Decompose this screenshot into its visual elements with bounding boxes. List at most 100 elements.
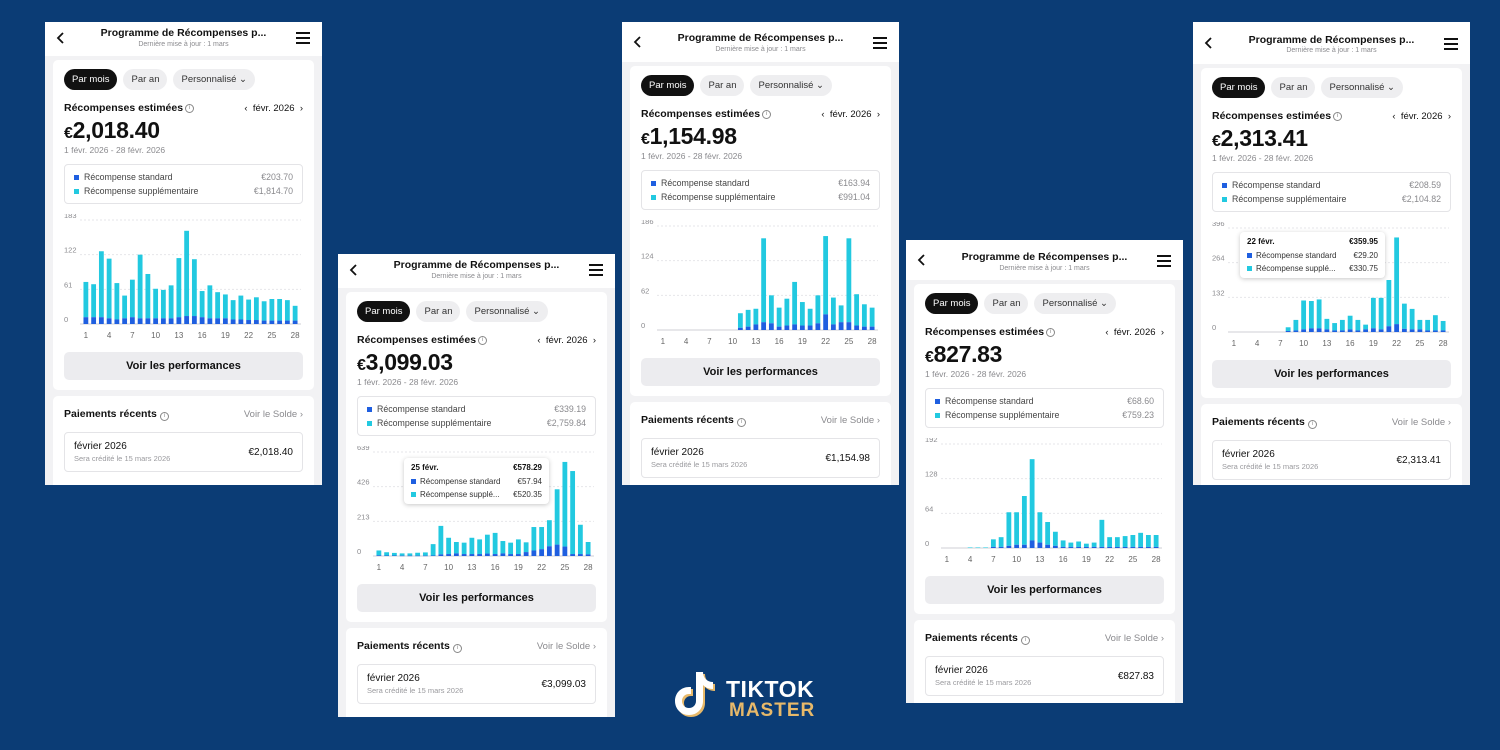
payment-item[interactable]: février 2026 Sera crédité le 15 mars 2026… — [64, 432, 303, 472]
back-arrow-icon[interactable] — [1203, 37, 1215, 49]
payment-item[interactable]: février 2026 Sera crédité le 15 mars 2026… — [1212, 440, 1451, 480]
bar-chart[interactable]: 0 64 128 192 1 4 7 10 13 16 19 22 25 28 — [925, 438, 1164, 566]
tab-par-an[interactable]: Par an — [416, 301, 461, 322]
month-selector[interactable]: ‹ févr. 2026 › — [1105, 327, 1164, 338]
bar-extra — [554, 489, 560, 545]
tab-par-an[interactable]: Par an — [984, 293, 1029, 314]
chevron-right-icon[interactable]: › — [1160, 326, 1164, 338]
rewards-chart[interactable]: 0 61 122 183 1 4 7 10 13 16 19 22 25 28 — [64, 214, 303, 342]
info-icon[interactable]: i — [159, 412, 169, 421]
rewards-amount: €2,018.40 — [64, 117, 303, 144]
menu-icon[interactable] — [296, 32, 310, 44]
back-arrow-icon[interactable] — [348, 264, 360, 276]
month-selector[interactable]: ‹ févr. 2026 › — [1392, 111, 1451, 122]
back-arrow-icon[interactable] — [55, 32, 67, 44]
bar-standard — [292, 320, 298, 324]
chevron-left-icon[interactable]: ‹ — [1105, 326, 1109, 338]
bar-standard — [737, 327, 743, 330]
bar-standard — [238, 319, 244, 324]
amount-value: 3,099.03 — [365, 349, 453, 375]
tab-par-an[interactable]: Par an — [700, 75, 745, 96]
info-icon[interactable]: i — [1020, 636, 1030, 645]
balance-link[interactable]: Voir le Solde › — [820, 415, 880, 426]
info-icon[interactable]: i — [452, 644, 462, 653]
menu-icon[interactable] — [1444, 38, 1458, 50]
month-selector[interactable]: ‹ févr. 2026 › — [821, 109, 880, 120]
chevron-right-icon[interactable]: › — [1447, 110, 1451, 122]
view-performance-button[interactable]: Voir les performances — [925, 576, 1164, 604]
tab-par-mois[interactable]: Par mois — [641, 75, 695, 96]
tab-par-mois[interactable]: Par mois — [357, 301, 411, 322]
app-header: Programme de Récompenses p... Dernière m… — [1193, 22, 1470, 64]
tab-personnalise[interactable]: Personnalisé ⌄ — [173, 69, 256, 90]
rewards-chart[interactable]: 0 132 264 396 1 4 7 10 13 16 19 22 25 28 22 févr. €359… — [1212, 222, 1451, 350]
rewards-chart[interactable]: 0 62 124 186 1 4 7 10 13 16 19 22 25 28 — [641, 220, 880, 348]
bar-standard — [1339, 330, 1345, 332]
chevron-right-icon[interactable]: › — [876, 108, 880, 120]
bar-chart[interactable]: 0 62 124 186 1 4 7 10 13 16 19 22 25 28 — [641, 220, 880, 348]
balance-link[interactable]: Voir le Solde › — [243, 409, 303, 420]
balance-link[interactable]: Voir le Solde › — [1391, 417, 1451, 428]
month-selector[interactable]: ‹ févr. 2026 › — [244, 103, 303, 114]
tab-personnalise[interactable]: Personnalisé ⌄ — [1321, 77, 1404, 98]
chevron-right-icon[interactable]: › — [592, 334, 596, 346]
info-icon[interactable]: i — [762, 109, 772, 119]
info-icon[interactable]: i — [478, 335, 488, 345]
payment-item[interactable]: février 2026 Sera crédité le 15 mars 2026… — [641, 438, 880, 478]
tab-personnalise[interactable]: Personnalisé ⌄ — [750, 75, 833, 96]
bar-standard — [438, 554, 444, 556]
chevron-left-icon[interactable]: ‹ — [821, 108, 825, 120]
bar-standard — [1293, 330, 1299, 332]
recent-payments: Paiements récents i Voir le Solde › févri… — [630, 402, 891, 485]
bar-standard — [500, 553, 506, 556]
balance-link[interactable]: Voir le Solde › — [1104, 633, 1164, 644]
bar-extra — [137, 254, 143, 319]
view-performance-button[interactable]: Voir les performances — [64, 352, 303, 380]
rewards-chart[interactable]: 0 64 128 192 1 4 7 10 13 16 19 22 25 28 — [925, 438, 1164, 566]
bar-extra — [407, 553, 413, 556]
view-performance-button[interactable]: Voir les performances — [1212, 360, 1451, 388]
bar-standard — [990, 546, 996, 548]
month-selector[interactable]: ‹ févr. 2026 › — [537, 335, 596, 346]
tab-par-an[interactable]: Par an — [1271, 77, 1316, 98]
rewards-label: Récompenses estimées — [641, 108, 761, 120]
tab-par-mois[interactable]: Par mois — [64, 69, 118, 90]
view-performance-button[interactable]: Voir les performances — [357, 584, 596, 612]
tab-par-mois[interactable]: Par mois — [1212, 77, 1266, 98]
payment-item[interactable]: février 2026 Sera crédité le 15 mars 2026… — [925, 656, 1164, 696]
tab-par-an[interactable]: Par an — [123, 69, 168, 90]
chevron-left-icon[interactable]: ‹ — [1392, 110, 1396, 122]
bar-extra — [1417, 319, 1423, 330]
menu-icon[interactable] — [873, 37, 887, 49]
info-icon[interactable]: i — [185, 103, 195, 113]
bar-chart[interactable]: 0 61 122 183 1 4 7 10 13 16 19 22 25 28 — [64, 214, 303, 342]
tab-par-mois[interactable]: Par mois — [925, 293, 979, 314]
bar-extra — [1324, 318, 1330, 330]
menu-icon[interactable] — [1157, 255, 1171, 267]
menu-icon[interactable] — [589, 264, 603, 276]
tab-personnalise[interactable]: Personnalisé ⌄ — [466, 301, 549, 322]
tab-personnalise[interactable]: Personnalisé ⌄ — [1034, 293, 1117, 314]
rewards-chart[interactable]: 0 213 426 639 1 4 7 10 13 16 19 22 25 28 25 févr. €578… — [357, 446, 596, 574]
info-icon[interactable]: i — [1333, 111, 1343, 121]
bar-extra — [1432, 315, 1438, 331]
bar-extra — [784, 298, 790, 326]
x-tick-label: 16 — [775, 337, 784, 346]
chevron-left-icon[interactable]: ‹ — [537, 334, 541, 346]
extra-swatch — [74, 188, 79, 194]
payment-item[interactable]: février 2026 Sera crédité le 15 mars 2026… — [357, 664, 596, 704]
back-arrow-icon[interactable] — [916, 254, 928, 266]
info-icon[interactable]: i — [1307, 420, 1317, 429]
x-tick-label: 1 — [84, 331, 89, 340]
phone-screen: Programme de Récompenses p... Dernière m… — [622, 22, 899, 485]
info-icon[interactable]: i — [1046, 327, 1056, 337]
bar-standard — [998, 546, 1004, 548]
back-arrow-icon[interactable] — [632, 36, 644, 48]
balance-link[interactable]: Voir le Solde › — [536, 641, 596, 652]
bar-standard — [1045, 544, 1051, 548]
view-performance-button[interactable]: Voir les performances — [641, 358, 880, 386]
chevron-right-icon[interactable]: › — [299, 102, 303, 114]
x-tick-label: 28 — [584, 563, 593, 572]
info-icon[interactable]: i — [736, 418, 746, 427]
chevron-left-icon[interactable]: ‹ — [244, 102, 248, 114]
